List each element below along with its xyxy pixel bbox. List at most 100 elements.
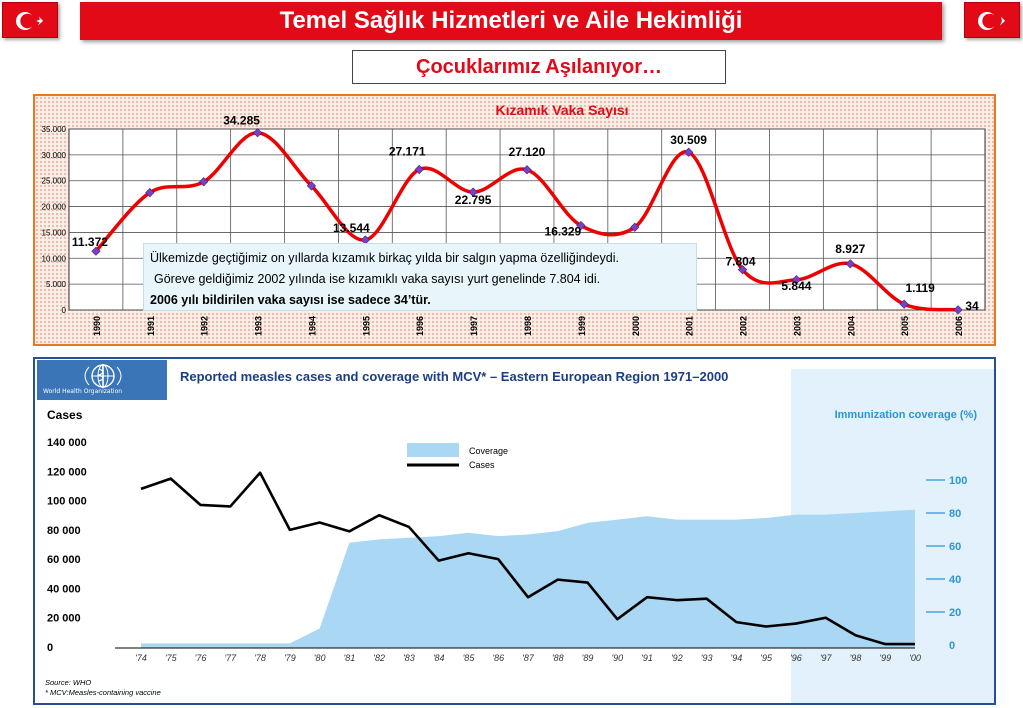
data-label: 5.844 xyxy=(781,279,811,293)
x-tick-label: '94 xyxy=(731,653,743,663)
data-point xyxy=(145,188,155,198)
x-tick-label: 1991 xyxy=(146,316,156,336)
data-point xyxy=(306,181,317,191)
data-label: 8.927 xyxy=(835,242,865,256)
legend-label-coverage: Coverage xyxy=(469,446,508,456)
y2-tick-label: 0 xyxy=(949,640,955,652)
legend-swatch-coverage xyxy=(407,443,459,457)
y-tick-label: 100 000 xyxy=(47,496,87,508)
x-tick-label: '76 xyxy=(195,653,207,663)
chart-title: Kızamık Vaka Sayısı xyxy=(495,102,628,118)
y-tick-label: 35.000 xyxy=(42,125,67,134)
data-point xyxy=(252,128,263,138)
x-tick-label: 1994 xyxy=(307,316,317,336)
who-measles-chart-svg: Reported measles cases and coverage with… xyxy=(45,369,994,703)
data-label: 27.171 xyxy=(389,144,426,158)
x-tick-label: '89 xyxy=(582,653,594,663)
y-tick-label: 5.000 xyxy=(46,280,67,289)
y2-tick-label: 20 xyxy=(949,607,961,619)
x-tick-label: '79 xyxy=(284,653,296,663)
x-tick-label: 1999 xyxy=(577,316,587,336)
who-emblem-icon xyxy=(84,364,122,388)
data-point xyxy=(791,275,802,285)
turkish-flag-icon xyxy=(964,2,1020,38)
x-tick-label: '98 xyxy=(850,653,862,663)
cases-line xyxy=(140,471,915,646)
y-tick-label: 10.000 xyxy=(42,254,67,263)
y2-tick-label: 40 xyxy=(949,574,961,586)
y-tick-label: 80 000 xyxy=(47,525,81,537)
x-tick-label: '75 xyxy=(165,653,178,663)
turkish-flag-icon xyxy=(2,2,58,38)
data-label: 30.509 xyxy=(670,133,707,147)
y-tick-label: 20.000 xyxy=(42,203,67,212)
x-tick-label: '97 xyxy=(820,653,833,663)
data-label: 34.285 xyxy=(223,114,260,128)
data-point xyxy=(899,299,909,309)
x-tick-label: '74 xyxy=(135,653,147,663)
data-point xyxy=(199,177,209,187)
data-label: 7.804 xyxy=(726,255,756,269)
x-tick-label: 2005 xyxy=(900,316,910,336)
y-tick-label: 15.000 xyxy=(42,228,67,237)
x-tick-label: '88 xyxy=(552,653,564,663)
source-note: Source: WHO xyxy=(45,678,91,687)
x-tick-label: '96 xyxy=(790,653,802,663)
x-tick-label: '99 xyxy=(879,653,891,663)
x-tick-label: '80 xyxy=(314,653,326,663)
x-tick-label: '92 xyxy=(671,653,683,663)
who-measles-chart: Reported measles cases and coverage with… xyxy=(33,357,996,705)
data-label: 16.329 xyxy=(545,225,582,239)
x-tick-label: '95 xyxy=(760,653,773,663)
data-point xyxy=(576,220,586,231)
y2-tick-label: 100 xyxy=(949,475,967,487)
x-tick-label: 2006 xyxy=(954,316,964,336)
x-tick-label: '93 xyxy=(701,653,713,663)
y-tick-label: 40 000 xyxy=(47,583,81,595)
data-point xyxy=(953,305,963,315)
data-point xyxy=(845,259,855,269)
data-label: 22.795 xyxy=(455,193,492,207)
x-tick-label: 2003 xyxy=(792,316,802,336)
data-label: 13.544 xyxy=(333,221,370,235)
x-tick-label: 2002 xyxy=(739,316,749,336)
y-axis-title: Cases xyxy=(47,408,83,422)
x-tick-label: 1997 xyxy=(469,316,479,336)
x-tick-label: '83 xyxy=(403,653,415,663)
who-logo-text: World Health Organization xyxy=(43,388,123,395)
x-tick-label: 1992 xyxy=(200,316,210,336)
info-box: Ülkemizde geçtiğimiz on yıllarda kızamık… xyxy=(143,243,697,311)
x-tick-label: 1993 xyxy=(254,316,264,336)
coverage-area xyxy=(141,509,915,648)
data-point xyxy=(360,235,370,245)
data-label: 11.372 xyxy=(72,235,108,249)
x-tick-label: '87 xyxy=(522,653,535,663)
x-tick-label: '78 xyxy=(254,653,266,663)
x-tick-label: 1998 xyxy=(523,316,533,336)
x-tick-label: '81 xyxy=(344,653,356,663)
x-tick-label: '91 xyxy=(641,653,653,663)
info-line-2: Göreve geldiğimiz 2002 yılında ise kızam… xyxy=(154,272,601,286)
data-point xyxy=(468,187,478,197)
data-label: 1.119 xyxy=(905,281,935,295)
footnote: * MCV:Measles-containing vaccine xyxy=(45,688,161,697)
data-point xyxy=(684,147,694,157)
page-subtitle: Çocuklarımız Aşılanıyor… xyxy=(352,50,726,84)
measles-cases-chart: 0 5.000 10.000 15.000 20.000 25.000 30.000 35.0… xyxy=(33,94,996,346)
x-tick-label: '90 xyxy=(611,653,623,663)
x-tick-label: 1990 xyxy=(92,316,102,336)
data-point xyxy=(630,222,640,232)
y-tick-label: 30.000 xyxy=(42,151,67,160)
x-tick-label: '85 xyxy=(463,653,476,663)
data-point xyxy=(737,265,748,275)
chart-title: Reported measles cases and coverage with… xyxy=(180,369,728,384)
x-tick-label: 2004 xyxy=(846,316,856,336)
data-label: 27.120 xyxy=(509,145,546,159)
y-tick-label: 25.000 xyxy=(42,177,67,186)
x-tick-label: 2000 xyxy=(631,316,641,336)
legend-label-cases: Cases xyxy=(469,460,495,470)
y-tick-label: 120 000 xyxy=(47,466,87,478)
who-logo: World Health Organization xyxy=(37,360,167,400)
y2-tick-label: 80 xyxy=(949,508,961,520)
x-tick-label: 1996 xyxy=(415,316,425,336)
